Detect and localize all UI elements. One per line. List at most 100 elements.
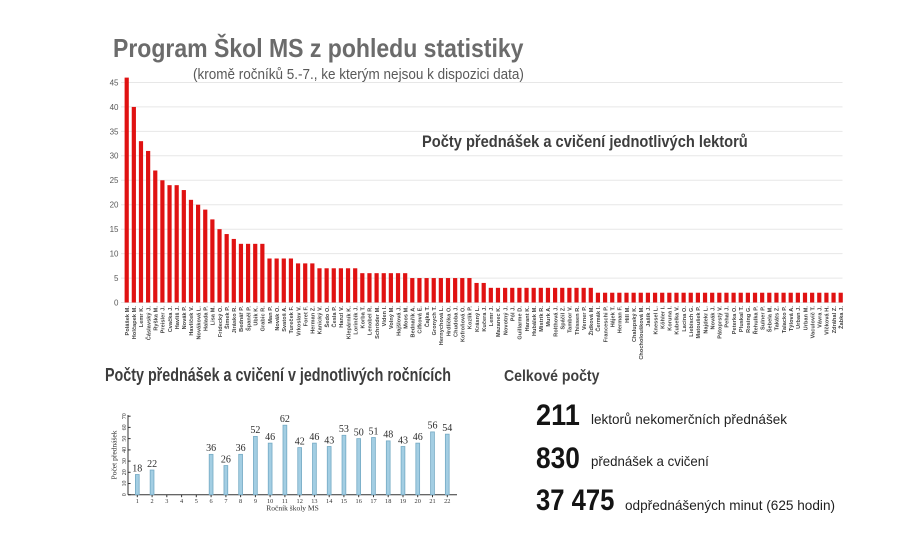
svg-text:Svatoš A.: Svatoš A.: [282, 306, 288, 332]
svg-text:15: 15: [341, 498, 347, 505]
svg-text:54: 54: [442, 423, 452, 434]
svg-text:Klepárník K.: Klepárník K.: [346, 306, 352, 340]
svg-text:Kučera J.: Kučera J.: [482, 306, 488, 332]
svg-text:Hájek T.: Hájek T.: [610, 306, 616, 328]
svg-text:Bednář P.: Bednář P.: [239, 306, 245, 332]
svg-text:15: 15: [110, 225, 119, 234]
svg-text:46: 46: [309, 432, 319, 443]
svg-text:6: 6: [210, 498, 213, 505]
svg-text:Najdekr L.: Najdekr L.: [703, 306, 709, 334]
svg-text:Židková M.: Židková M.: [587, 306, 595, 336]
svg-text:Kofroňová O.: Kofroňová O.: [461, 306, 467, 342]
svg-text:Hajšlová J.: Hajšlová J.: [396, 306, 402, 336]
svg-text:Zdráhal Z.: Zdráhal Z.: [832, 306, 838, 334]
svg-text:3: 3: [165, 498, 168, 505]
svg-text:Thissen R.: Thissen R.: [575, 306, 581, 335]
svg-text:Köhler I.: Köhler I.: [660, 306, 666, 329]
svg-text:Ubik K.: Ubik K.: [253, 306, 259, 326]
svg-text:Lenobel R.: Lenobel R.: [368, 306, 374, 335]
svg-text:13: 13: [311, 498, 317, 505]
svg-text:Halada P.: Halada P.: [203, 306, 209, 331]
svg-text:Šebela M.: Šebela M.: [766, 306, 774, 333]
svg-text:Španěl P.: Španěl P.: [244, 306, 252, 331]
svg-text:Kubelka V.: Kubelka V.: [675, 306, 681, 335]
svg-text:Vlčková H.: Vlčková H.: [825, 306, 831, 335]
svg-text:46: 46: [413, 432, 423, 443]
svg-text:Schröder M.: Schröder M.: [375, 306, 381, 339]
svg-text:Polášek M.: Polášek M.: [125, 306, 131, 336]
svg-text:Gronych T.: Gronych T.: [432, 306, 438, 336]
svg-text:18: 18: [385, 498, 391, 505]
svg-text:Man P.: Man P.: [268, 306, 274, 324]
svg-text:10: 10: [122, 481, 128, 487]
svg-text:Havlíček V.: Havlíček V.: [189, 306, 195, 336]
svg-text:Lacina O.: Lacina O.: [682, 306, 688, 332]
svg-text:36: 36: [236, 443, 246, 454]
svg-text:Holčapek M.: Holčapek M.: [132, 306, 138, 340]
svg-text:42: 42: [295, 436, 305, 447]
svg-text:Novák O.: Novák O.: [275, 306, 281, 331]
svg-text:Kanický V.: Kanický V.: [318, 306, 324, 335]
svg-text:Franceschi P.: Franceschi P.: [603, 306, 609, 343]
svg-text:Herman Z.: Herman Z.: [311, 306, 317, 334]
svg-text:Novák J.: Novák J.: [710, 306, 716, 330]
svg-text:1: 1: [136, 498, 139, 505]
svg-text:Urban M.: Urban M.: [803, 306, 809, 331]
svg-text:52: 52: [250, 425, 260, 436]
svg-text:Preisler J.: Preisler J.: [161, 306, 167, 334]
svg-text:Harant K.: Harant K.: [525, 306, 531, 332]
svg-text:Mistrík R.: Mistrík R.: [539, 306, 545, 332]
svg-text:Týlová A.: Týlová A.: [789, 306, 795, 332]
svg-text:Lemr K.: Lemr K.: [139, 306, 145, 328]
svg-text:Tambor V.: Tambor V.: [568, 306, 574, 333]
svg-text:12: 12: [297, 498, 303, 505]
svg-text:43: 43: [398, 435, 408, 446]
svg-text:Cvačka J.: Cvačka J.: [168, 306, 174, 333]
svg-text:25: 25: [110, 176, 119, 185]
svg-text:Herman F.: Herman F.: [618, 306, 624, 334]
svg-text:14: 14: [326, 498, 333, 505]
svg-text:Šedo O.: Šedo O.: [323, 306, 331, 328]
svg-text:Volný M.: Volný M.: [389, 306, 395, 329]
svg-text:Ryška M.: Ryška M.: [154, 306, 160, 331]
svg-text:Pluskal T.: Pluskal T.: [739, 306, 745, 332]
svg-text:Kozlík P.: Kozlík P.: [468, 306, 474, 329]
svg-text:Lisa M.: Lisa M.: [211, 306, 217, 326]
svg-text:21: 21: [429, 498, 435, 505]
svg-text:10: 10: [110, 250, 119, 259]
svg-text:Jirásko R.: Jirásko R.: [232, 306, 238, 334]
svg-text:45: 45: [110, 78, 119, 87]
svg-text:11: 11: [282, 498, 288, 505]
svg-text:70: 70: [122, 413, 128, 419]
svg-text:Murk A.: Murk A.: [546, 306, 552, 327]
svg-text:Rosing G.: Rosing G.: [746, 306, 752, 333]
svg-text:0: 0: [114, 298, 119, 307]
svg-text:Rolthová J.: Rolthová J.: [553, 306, 559, 337]
svg-text:Knessel L.: Knessel L.: [653, 306, 659, 335]
svg-text:Verner P.: Verner P.: [582, 306, 588, 330]
svg-text:30: 30: [122, 458, 128, 464]
svg-text:0: 0: [122, 493, 128, 496]
svg-text:53: 53: [339, 424, 349, 435]
svg-text:Víden I.: Víden I.: [382, 306, 388, 327]
svg-text:Lemr J.: Lemr J.: [489, 306, 495, 327]
svg-text:20: 20: [122, 469, 128, 475]
svg-text:Peterka O.: Peterka O.: [732, 306, 738, 335]
svg-text:22: 22: [147, 459, 157, 470]
svg-text:30: 30: [110, 152, 119, 161]
svg-text:Mazanec K.: Mazanec K.: [496, 306, 502, 337]
svg-text:17: 17: [370, 498, 376, 505]
svg-text:40: 40: [122, 447, 128, 453]
svg-text:26: 26: [221, 454, 231, 465]
svg-text:50: 50: [354, 427, 364, 438]
svg-text:Nováková L.: Nováková L.: [196, 306, 202, 340]
svg-text:Matoušek P.: Matoušek P.: [696, 306, 702, 339]
svg-text:Hubálek M.: Hubálek M.: [532, 306, 538, 336]
svg-text:2: 2: [151, 498, 154, 505]
svg-text:Korba T.: Korba T.: [361, 306, 367, 329]
svg-text:Ročník školy MS: Ročník školy MS: [266, 504, 319, 513]
svg-text:Pátoprstý V.: Pátoprstý V.: [718, 306, 724, 339]
svg-text:Frídecký O.: Frídecký O.: [218, 306, 224, 337]
svg-text:Novotný J.: Novotný J.: [503, 306, 509, 335]
svg-text:19: 19: [400, 498, 406, 505]
